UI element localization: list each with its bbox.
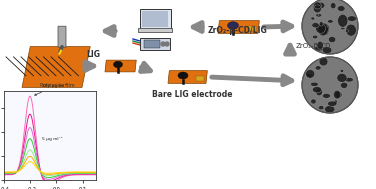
Text: 5 μg ml⁻¹: 5 μg ml⁻¹: [42, 137, 62, 141]
Ellipse shape: [347, 16, 356, 21]
Ellipse shape: [338, 14, 348, 27]
Ellipse shape: [345, 77, 353, 82]
Ellipse shape: [337, 6, 345, 11]
FancyBboxPatch shape: [144, 40, 160, 48]
Ellipse shape: [341, 82, 348, 88]
Text: LIG: LIG: [86, 50, 100, 59]
Polygon shape: [218, 21, 259, 33]
Ellipse shape: [315, 46, 324, 51]
FancyBboxPatch shape: [139, 9, 170, 29]
Ellipse shape: [312, 35, 318, 39]
FancyBboxPatch shape: [58, 26, 66, 47]
FancyBboxPatch shape: [138, 28, 172, 32]
Ellipse shape: [346, 24, 356, 36]
Text: Polyimide film: Polyimide film: [40, 83, 74, 88]
Polygon shape: [302, 57, 358, 113]
Ellipse shape: [318, 23, 328, 36]
Ellipse shape: [315, 14, 319, 16]
Ellipse shape: [311, 99, 316, 104]
Ellipse shape: [340, 70, 344, 72]
Ellipse shape: [329, 36, 336, 43]
Ellipse shape: [312, 87, 321, 93]
Ellipse shape: [323, 93, 331, 98]
Ellipse shape: [345, 30, 349, 32]
Ellipse shape: [317, 41, 323, 49]
Circle shape: [161, 42, 165, 46]
Text: ZrO₂-β-CD: ZrO₂-β-CD: [296, 43, 331, 49]
FancyBboxPatch shape: [196, 76, 204, 81]
Ellipse shape: [227, 22, 238, 29]
Ellipse shape: [334, 90, 341, 99]
Ellipse shape: [324, 31, 329, 35]
Ellipse shape: [324, 106, 335, 113]
Ellipse shape: [178, 72, 188, 79]
Text: 200 μg ml⁻¹: 200 μg ml⁻¹: [35, 84, 68, 95]
Ellipse shape: [315, 66, 321, 70]
Ellipse shape: [306, 70, 315, 78]
Ellipse shape: [319, 57, 328, 66]
Ellipse shape: [114, 61, 123, 68]
FancyBboxPatch shape: [140, 38, 170, 50]
Ellipse shape: [312, 23, 319, 28]
Ellipse shape: [311, 82, 318, 86]
Polygon shape: [105, 60, 136, 72]
Ellipse shape: [315, 23, 326, 33]
Polygon shape: [168, 71, 207, 83]
Ellipse shape: [306, 74, 312, 77]
Text: ZrO₂-β-CD/LIG: ZrO₂-β-CD/LIG: [208, 26, 268, 35]
Polygon shape: [22, 47, 90, 87]
Ellipse shape: [315, 2, 325, 9]
Ellipse shape: [327, 101, 337, 106]
Ellipse shape: [316, 88, 323, 96]
Ellipse shape: [315, 14, 322, 17]
Circle shape: [165, 42, 169, 46]
Ellipse shape: [335, 91, 342, 98]
Ellipse shape: [322, 47, 332, 53]
Ellipse shape: [337, 73, 347, 82]
Ellipse shape: [331, 3, 336, 9]
Ellipse shape: [334, 100, 337, 104]
Ellipse shape: [341, 27, 345, 30]
Ellipse shape: [319, 22, 323, 26]
FancyBboxPatch shape: [248, 26, 256, 31]
FancyBboxPatch shape: [142, 11, 168, 27]
Ellipse shape: [311, 17, 315, 20]
Polygon shape: [302, 0, 358, 54]
Ellipse shape: [318, 23, 329, 35]
Ellipse shape: [313, 2, 321, 13]
Ellipse shape: [318, 106, 324, 110]
Text: Bare LIG electrode: Bare LIG electrode: [152, 90, 232, 99]
Ellipse shape: [314, 5, 321, 9]
Ellipse shape: [327, 20, 333, 23]
